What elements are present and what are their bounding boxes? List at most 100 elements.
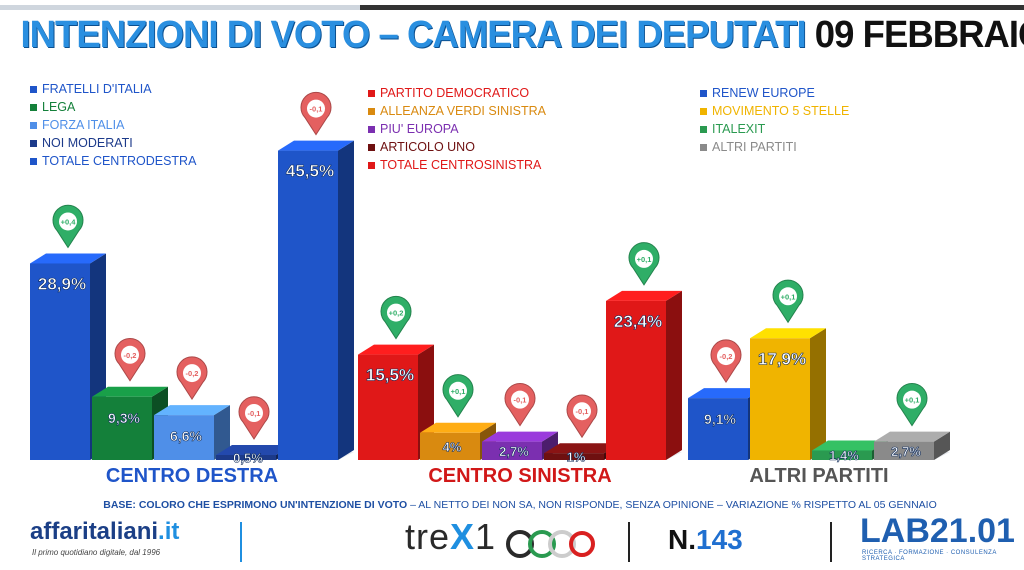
bar-top	[358, 344, 434, 355]
change-label: -0,1	[310, 105, 323, 114]
bar-value-label: 0,5%	[233, 451, 263, 466]
base-note: BASE: COLORO CHE ESPRIMONO UN'INTENZIONE…	[40, 499, 1000, 511]
legend-swatch	[368, 107, 375, 115]
change-label: +0,1	[451, 387, 466, 396]
pin-inner-circle	[387, 303, 405, 322]
change-label: -0,1	[576, 407, 589, 416]
lab2101-tagline: RICERCA · FORMAZIONE · CONSULENZA STRATE…	[862, 550, 997, 562]
pin-inner-circle	[245, 404, 263, 422]
base-note-rest: – AL NETTO DEI NON SA, NON RISPONDE, SEN…	[410, 499, 937, 511]
bar	[216, 455, 276, 460]
pin-inner-circle	[635, 249, 653, 268]
bar	[30, 263, 90, 460]
legend-swatch	[30, 139, 37, 147]
legend-item: ITALEXIT	[700, 120, 849, 138]
legend-swatch	[368, 125, 375, 133]
bar-top	[154, 405, 230, 416]
bar-value-label: 2,7%	[891, 444, 921, 459]
title-date: 09 FEBBRAIO	[814, 14, 1024, 56]
legend-label: ITALEXIT	[712, 122, 766, 136]
legend-label: ARTICOLO UNO	[380, 140, 475, 154]
change-label: +0,4	[61, 217, 77, 226]
bar	[482, 441, 542, 460]
issue-number: N.143	[668, 524, 743, 555]
bar-side	[666, 290, 682, 460]
bar-top	[874, 431, 950, 442]
bar-top	[420, 422, 496, 433]
pin-inner-circle	[59, 212, 77, 231]
change-label: +0,1	[637, 255, 652, 264]
legend-item: PIU' EUROPA	[368, 120, 546, 138]
bar-value-label: 28,9%	[38, 274, 86, 293]
legend-item: FRATELLI D'ITALIA	[30, 80, 196, 98]
legend-swatch	[700, 125, 707, 133]
bar-top	[750, 328, 826, 339]
bar-top	[606, 290, 682, 301]
bar-value-label: 23,4%	[614, 312, 662, 331]
legend-swatch	[700, 143, 707, 151]
bar-top	[812, 440, 888, 451]
bar-value-label: 6,6%	[170, 428, 202, 444]
bar-top	[278, 140, 354, 151]
legend-label: PIU' EUROPA	[380, 122, 459, 136]
title-main: INTENZIONI DI VOTO – CAMERA DEI DEPUTATI	[20, 14, 806, 56]
bar	[688, 398, 748, 460]
bar-value-label: 1,4%	[829, 448, 859, 463]
bar-side	[810, 328, 826, 460]
bar-top	[544, 443, 620, 454]
legend-label: ALTRI PARTITI	[712, 140, 797, 154]
bar-side	[338, 140, 354, 460]
affaritaliani-logo: affaritaliani.it	[30, 518, 180, 545]
bar-side	[214, 405, 230, 460]
legend-label: LEGA	[42, 100, 76, 114]
bar-chart: 28,9% +0,4 9,3% -0,2 6,6% -0,2 0,5% -0,1 45,5% -0…	[30, 91, 950, 487]
legend-item: FORZA ITALIA	[30, 116, 196, 134]
legend-item: NOI MODERATI	[30, 134, 196, 152]
change-label: +0,1	[905, 396, 920, 405]
legend-swatch	[30, 157, 37, 165]
legend-item: MOVIMENTO 5 STELLE	[700, 102, 849, 120]
bar-value-label: 9,1%	[704, 411, 736, 427]
legend-label: RENEW EUROPE	[712, 86, 815, 100]
legend-swatch	[30, 103, 37, 111]
pin-inner-circle	[183, 364, 201, 383]
legend-item: TOTALE CENTROSINISTRA	[368, 156, 546, 174]
bar-value-label: 45,5%	[286, 162, 334, 181]
italian-flag-rings-icon	[506, 530, 595, 558]
legend-label: PARTITO DEMOCRATICO	[380, 86, 530, 100]
legend-label: FRATELLI D'ITALIA	[42, 82, 152, 96]
group-label: CENTRO DESTRA	[106, 465, 278, 487]
pin-inner-circle	[511, 390, 529, 409]
bar-value-label: 15,5%	[366, 366, 414, 385]
group-label: CENTRO SINISTRA	[428, 465, 611, 487]
pin-inner-circle	[573, 402, 591, 421]
legend-swatch	[30, 121, 37, 129]
legend-item: TOTALE CENTRODESTRA	[30, 152, 196, 170]
legend-label: MOVIMENTO 5 STELLE	[712, 104, 850, 118]
legend-swatch	[368, 89, 375, 97]
change-label: +0,2	[389, 309, 404, 318]
bar	[606, 300, 666, 460]
change-label: -0,1	[248, 409, 261, 418]
group-label: ALTRI PARTITI	[749, 465, 888, 487]
bar	[358, 354, 418, 460]
legend-swatch	[700, 107, 707, 115]
trex1000-logo: treX1	[405, 516, 497, 557]
bar-value-label: 2,7%	[499, 444, 529, 459]
bar-value-label: 9,3%	[108, 410, 140, 426]
pin-inner-circle	[779, 287, 797, 306]
bar-top	[30, 253, 106, 264]
bar	[874, 441, 934, 460]
legend-label: NOI MODERATI	[42, 136, 133, 150]
bar-value-label: 17,9%	[758, 349, 806, 368]
legend-label: FORZA ITALIA	[42, 118, 125, 132]
lab2101-logo: LAB21.01	[860, 512, 1015, 550]
change-label: -0,2	[720, 352, 733, 361]
legend-item: ALTRI PARTITI	[700, 138, 849, 156]
change-label: -0,1	[514, 396, 527, 405]
bar	[92, 396, 152, 460]
legend-altri: RENEW EUROPE MOVIMENTO 5 STELLE ITALEXIT AL…	[700, 84, 849, 156]
affaritaliani-tagline: Il primo quotidiano digitale, dal 1996	[32, 548, 161, 557]
legend-item: ARTICOLO UNO	[368, 138, 546, 156]
